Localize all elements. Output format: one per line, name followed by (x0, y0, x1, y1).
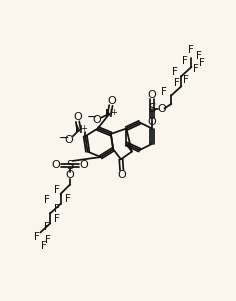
Text: F: F (193, 64, 199, 74)
Text: S: S (66, 159, 73, 172)
Text: F: F (55, 204, 60, 214)
Text: −: − (59, 132, 70, 145)
Text: O: O (93, 115, 101, 125)
Text: F: F (44, 222, 50, 232)
Text: +: + (110, 108, 117, 117)
Text: O: O (73, 112, 82, 122)
Text: O: O (79, 160, 88, 170)
Text: F: F (182, 56, 188, 66)
Text: F: F (188, 45, 194, 55)
Text: F: F (196, 51, 202, 61)
Text: O: O (65, 170, 74, 181)
Text: F: F (183, 75, 189, 85)
Text: +: + (80, 124, 87, 133)
Text: O: O (65, 135, 73, 145)
Text: F: F (199, 58, 204, 68)
Text: O: O (51, 160, 60, 170)
Text: F: F (174, 78, 180, 88)
Text: F: F (65, 194, 71, 204)
Text: N: N (105, 109, 113, 119)
Text: F: F (45, 235, 51, 245)
Text: O: O (117, 170, 126, 181)
Text: F: F (41, 240, 46, 250)
Text: O: O (148, 117, 156, 127)
Text: F: F (34, 232, 40, 242)
Text: F: F (161, 87, 167, 97)
Text: F: F (172, 67, 178, 76)
Text: −: − (87, 111, 97, 124)
Text: O: O (148, 90, 156, 100)
Text: F: F (55, 214, 60, 224)
Text: N: N (75, 125, 83, 135)
Text: S: S (148, 102, 156, 115)
Text: F: F (54, 185, 59, 195)
Text: O: O (107, 96, 116, 106)
Text: F: F (44, 195, 50, 205)
Text: O: O (157, 104, 166, 113)
